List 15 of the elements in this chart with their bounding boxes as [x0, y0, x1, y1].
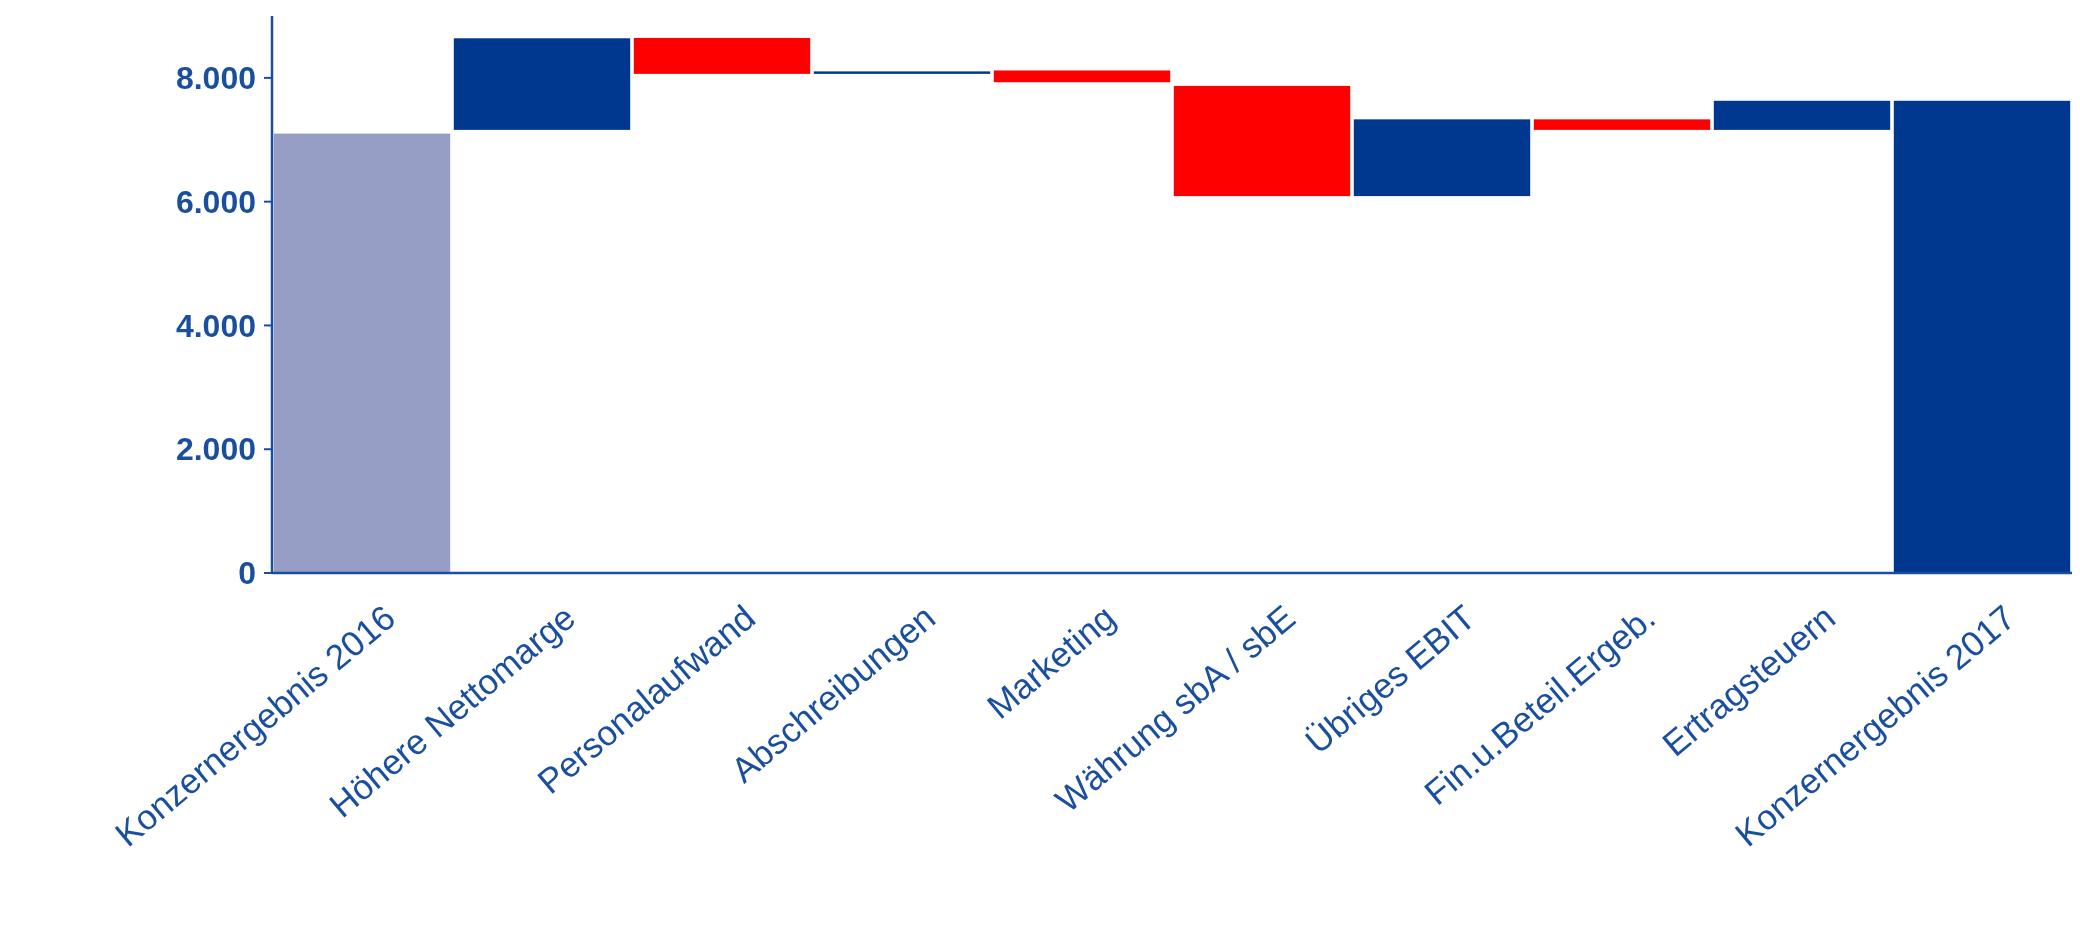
y-tick-label: 2.000 — [175, 431, 256, 468]
bar — [813, 71, 991, 74]
bar — [1713, 100, 1891, 130]
y-tick-label: 8.000 — [175, 60, 256, 97]
bar — [453, 38, 631, 130]
bar — [273, 133, 451, 573]
y-tick-label: 0 — [238, 555, 256, 592]
bar — [1533, 119, 1711, 130]
y-tick-label: 4.000 — [175, 307, 256, 344]
y-tick-label: 6.000 — [175, 183, 256, 220]
bar — [993, 70, 1171, 83]
bar — [1173, 85, 1351, 197]
bar — [633, 37, 811, 74]
bar — [1353, 119, 1531, 197]
bar — [1893, 100, 2071, 573]
